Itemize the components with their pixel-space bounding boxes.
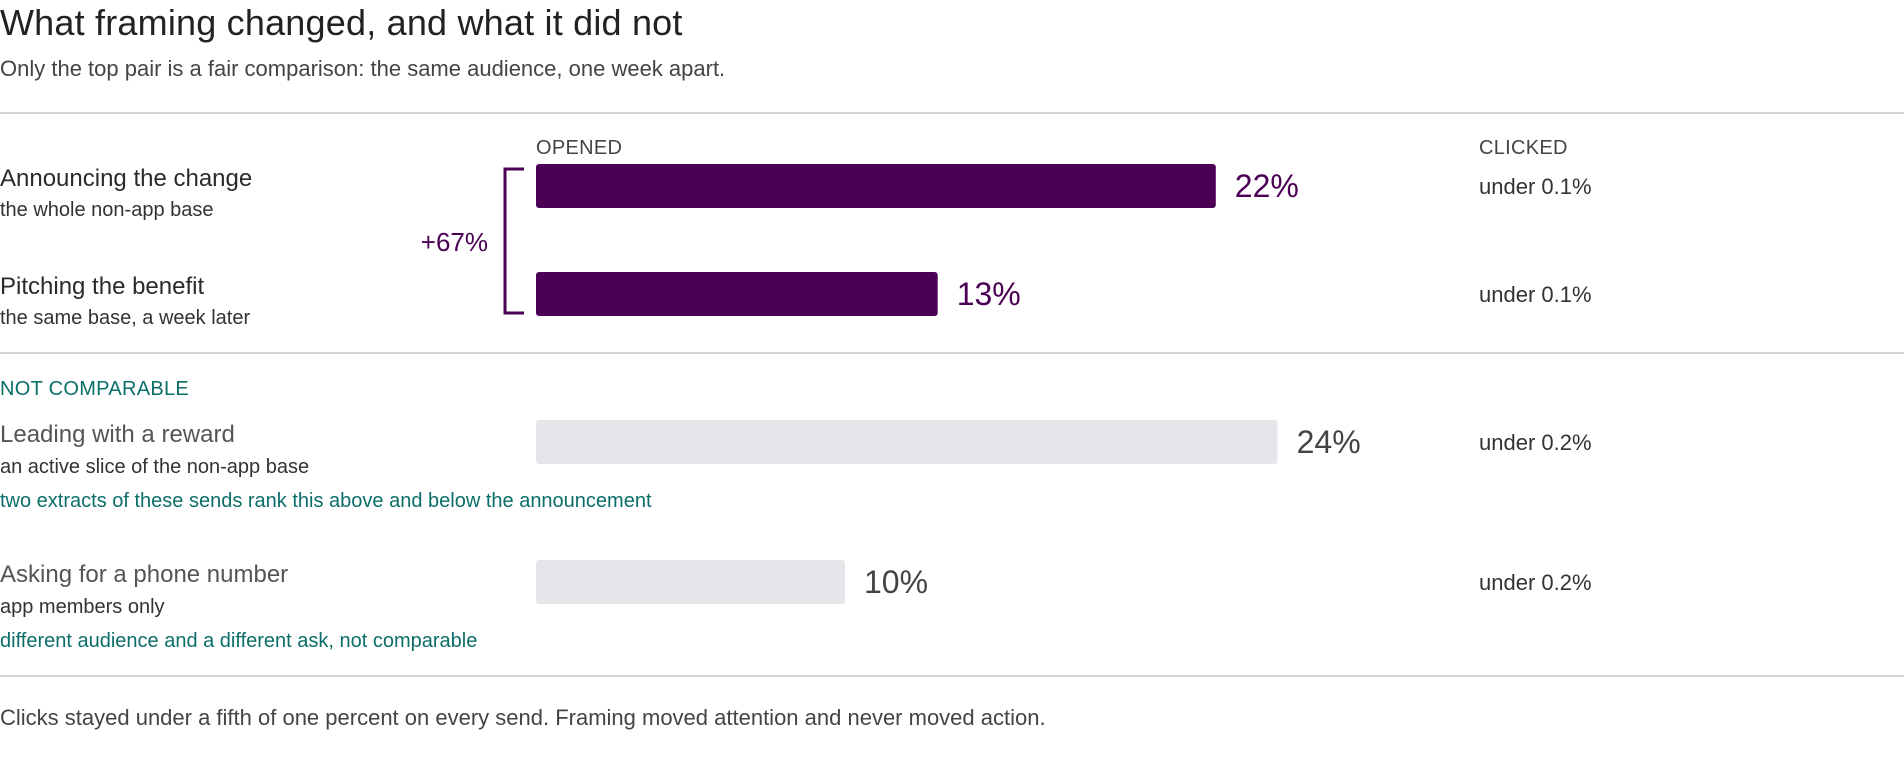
bar-reward — [536, 420, 1278, 464]
clicked-column-header: CLICKED — [1479, 137, 1568, 159]
bottom-divider — [0, 675, 1904, 677]
clicked-value-phone: under 0.2% — [1479, 570, 1592, 595]
row-label-pitching: Pitching the benefit — [0, 273, 205, 300]
bar-value-label-pitching: 13% — [957, 276, 1021, 312]
bar-phone — [536, 560, 845, 604]
bar-announcing — [536, 164, 1216, 208]
comparison-bracket — [503, 167, 524, 315]
bar-value-label-phone: 10% — [864, 564, 928, 600]
top-divider — [0, 112, 1904, 114]
opened-column-header: OPENED — [536, 137, 623, 159]
chart-subtitle: Only the top pair is a fair comparison: … — [0, 56, 726, 81]
row-sublabel-pitching: the same base, a week later — [0, 307, 251, 329]
section-divider — [0, 352, 1904, 354]
row-sublabel-announcing: the whole non-app base — [0, 199, 214, 221]
clicked-value-pitching: under 0.1% — [1479, 282, 1592, 307]
bar-value-label-reward: 24% — [1297, 424, 1361, 460]
row-note-reward: two extracts of these sends rank this ab… — [0, 490, 652, 512]
comparison-label: +67% — [421, 227, 488, 257]
clicked-value-reward: under 0.2% — [1479, 430, 1592, 455]
row-label-reward: Leading with a reward — [0, 421, 235, 448]
row-label-phone: Asking for a phone number — [0, 561, 289, 588]
chart-title: What framing changed, and what it did no… — [0, 2, 683, 43]
row-note-phone: different audience and a different ask, … — [0, 630, 478, 652]
not-comparable-section-label: NOT COMPARABLE — [0, 378, 190, 400]
clicked-value-announcing: under 0.1% — [1479, 174, 1592, 199]
bar-value-label-announcing: 22% — [1235, 168, 1299, 204]
footer-note: Clicks stayed under a fifth of one perce… — [0, 705, 1046, 730]
row-sublabel-reward: an active slice of the non-app base — [0, 456, 310, 478]
bar-pitching — [536, 272, 938, 316]
row-sublabel-phone: app members only — [0, 596, 165, 618]
row-label-announcing: Announcing the change — [0, 165, 253, 192]
